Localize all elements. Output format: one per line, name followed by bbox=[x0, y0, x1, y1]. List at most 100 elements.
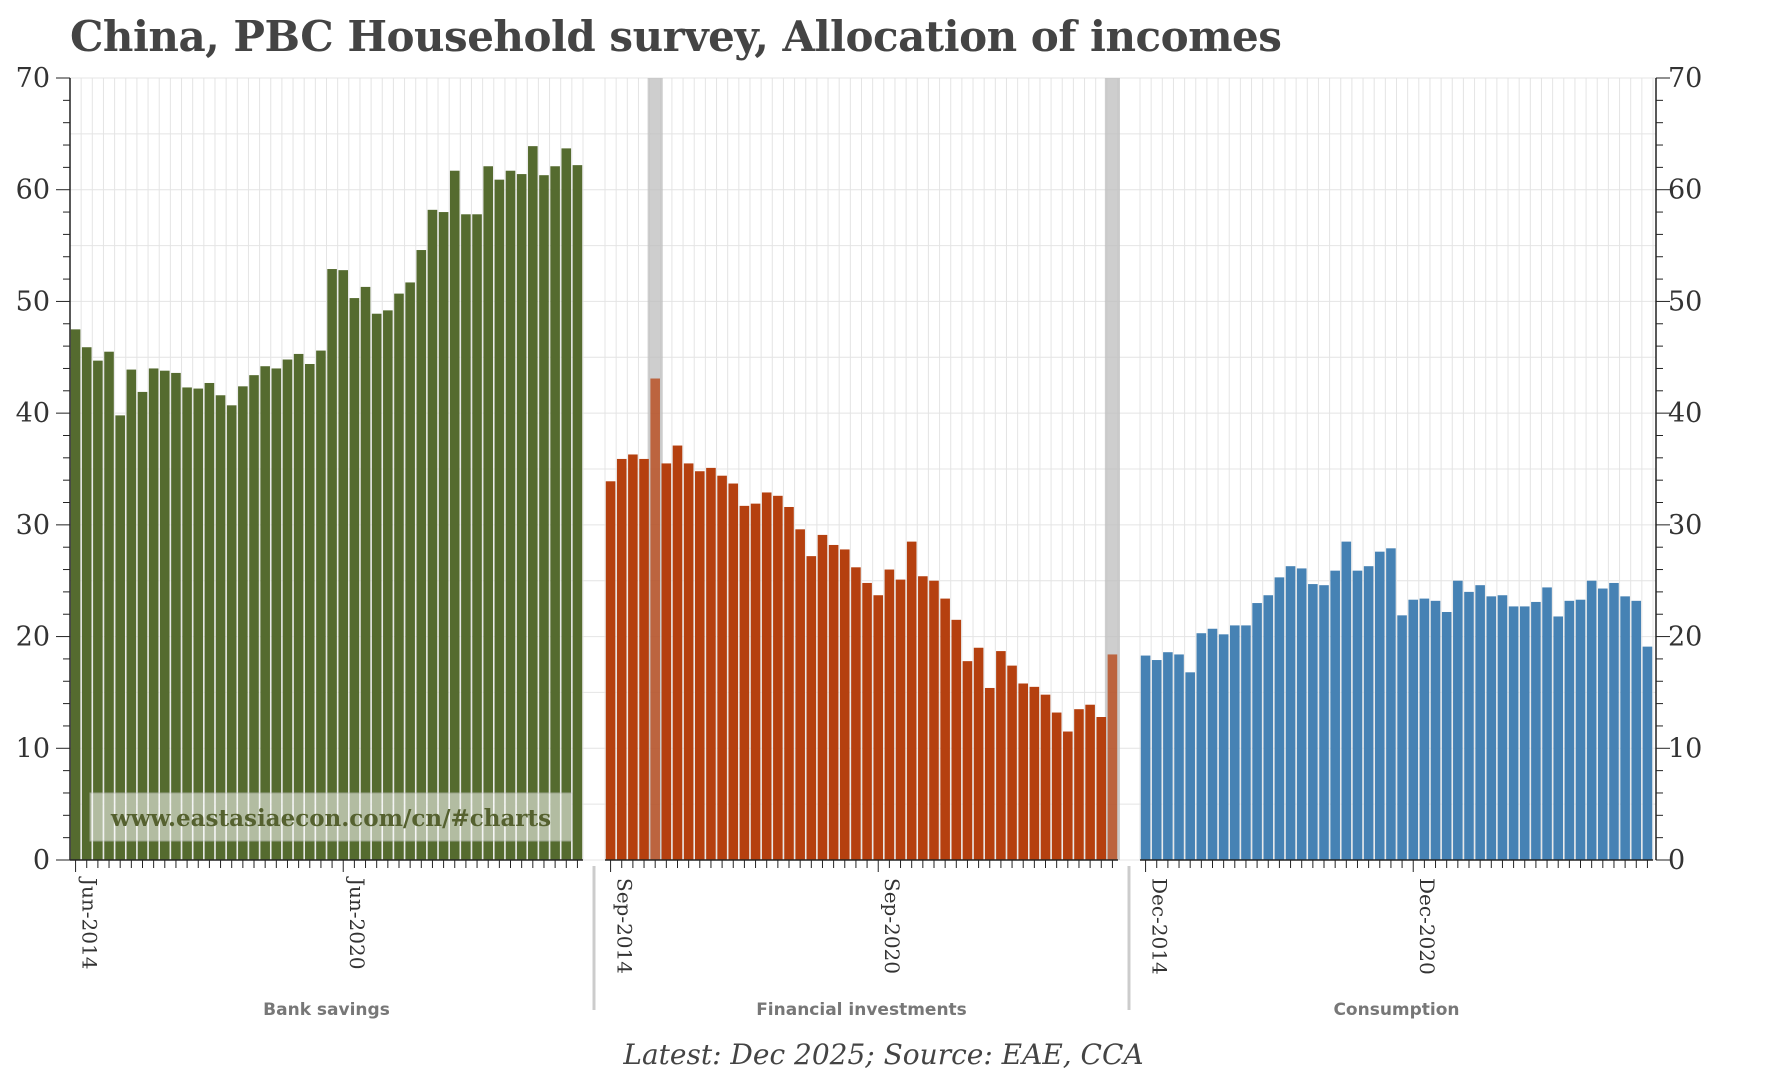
bar bbox=[159, 370, 170, 860]
bar bbox=[550, 166, 560, 861]
y-tick-label-left: 70 bbox=[16, 63, 50, 94]
bar bbox=[1007, 665, 1017, 860]
bar bbox=[661, 463, 672, 860]
bar bbox=[115, 415, 125, 860]
bar bbox=[1241, 625, 1251, 860]
bar bbox=[193, 388, 204, 860]
bar bbox=[761, 492, 772, 860]
bar bbox=[918, 576, 928, 860]
bar bbox=[1163, 652, 1173, 860]
bar bbox=[104, 351, 114, 860]
bar bbox=[1453, 580, 1463, 860]
bar bbox=[383, 310, 393, 860]
bar bbox=[126, 369, 137, 860]
y-tick-label-right: 70 bbox=[1668, 63, 1702, 94]
bar bbox=[717, 475, 727, 860]
bar bbox=[1408, 599, 1419, 860]
bar bbox=[984, 687, 995, 860]
labels: Jun-2014 Jun-2020 Bank savings Sep-2014 Sep-… bbox=[16, 63, 1703, 1020]
bar bbox=[728, 483, 739, 860]
bar bbox=[282, 359, 293, 860]
bar bbox=[494, 179, 505, 860]
x-tick-label: Dec-2014 bbox=[1148, 878, 1172, 975]
bar bbox=[1598, 588, 1608, 860]
bar bbox=[1285, 566, 1296, 860]
bar bbox=[461, 214, 471, 860]
panel-label: Consumption bbox=[1333, 1000, 1459, 1020]
bar bbox=[472, 214, 482, 860]
bar bbox=[70, 329, 81, 860]
bar bbox=[416, 250, 427, 861]
bar bbox=[884, 569, 895, 860]
bar bbox=[260, 366, 270, 860]
source-footer: Latest: Dec 2025; Source: EAE, CCA bbox=[623, 1038, 1144, 1071]
bar bbox=[851, 567, 861, 860]
bar bbox=[929, 580, 939, 860]
bar bbox=[238, 386, 248, 860]
bar bbox=[1542, 587, 1552, 860]
bar bbox=[1508, 606, 1519, 860]
bar bbox=[1586, 580, 1597, 860]
bar bbox=[1575, 599, 1586, 860]
bar bbox=[906, 541, 917, 860]
bar bbox=[683, 463, 694, 860]
watermark-text: www.eastasiaecon.com/cn/#charts bbox=[110, 805, 551, 832]
x-tick-label: Jun-2014 bbox=[78, 876, 102, 969]
bar bbox=[1096, 717, 1107, 860]
bars bbox=[70, 146, 1653, 861]
y-tick-label-left: 40 bbox=[16, 398, 50, 429]
bar bbox=[171, 372, 181, 860]
bar bbox=[1397, 615, 1407, 860]
bar bbox=[1497, 595, 1508, 860]
bar bbox=[639, 458, 649, 860]
bar bbox=[137, 391, 148, 860]
bar bbox=[839, 549, 850, 860]
bar bbox=[996, 651, 1006, 860]
bar bbox=[1085, 704, 1095, 860]
x-tick-label: Sep-2020 bbox=[880, 878, 904, 974]
bar bbox=[349, 298, 360, 860]
bar bbox=[304, 363, 315, 860]
bar bbox=[405, 282, 415, 860]
bar bbox=[1642, 646, 1653, 860]
bar bbox=[773, 495, 783, 860]
bar bbox=[1029, 686, 1040, 860]
bar bbox=[1051, 712, 1062, 860]
bar bbox=[572, 165, 583, 860]
bar bbox=[616, 458, 627, 860]
bar bbox=[951, 619, 962, 860]
y-tick-label-right: 40 bbox=[1668, 398, 1702, 429]
bar bbox=[973, 647, 984, 860]
x-tick-label: Jun-2020 bbox=[345, 876, 369, 969]
bar bbox=[828, 544, 839, 860]
bar bbox=[1185, 672, 1195, 860]
bar bbox=[1386, 548, 1396, 860]
y-tick-label-right: 30 bbox=[1668, 510, 1702, 541]
bar bbox=[1631, 600, 1642, 860]
bar bbox=[1609, 582, 1619, 860]
bar bbox=[249, 375, 259, 860]
bar bbox=[1074, 709, 1084, 860]
panel-label: Bank savings bbox=[263, 1000, 390, 1020]
bar bbox=[739, 505, 750, 860]
y-tick-label-right: 10 bbox=[1668, 733, 1702, 764]
bar bbox=[1419, 598, 1430, 860]
x-tick-label: Dec-2020 bbox=[1415, 878, 1439, 975]
bar bbox=[81, 347, 92, 860]
bar bbox=[338, 270, 349, 860]
bar bbox=[1553, 616, 1564, 860]
x-tick-label: Sep-2014 bbox=[613, 878, 637, 974]
bar bbox=[862, 582, 872, 860]
bar bbox=[650, 378, 660, 860]
bar bbox=[316, 350, 326, 860]
bar bbox=[1564, 600, 1575, 860]
bar bbox=[327, 269, 337, 860]
bar bbox=[204, 382, 215, 860]
bar bbox=[148, 368, 159, 860]
bar bbox=[226, 405, 237, 860]
bar bbox=[1330, 570, 1340, 860]
bar bbox=[1486, 596, 1497, 860]
bar bbox=[1308, 584, 1318, 860]
bar bbox=[1263, 595, 1274, 860]
